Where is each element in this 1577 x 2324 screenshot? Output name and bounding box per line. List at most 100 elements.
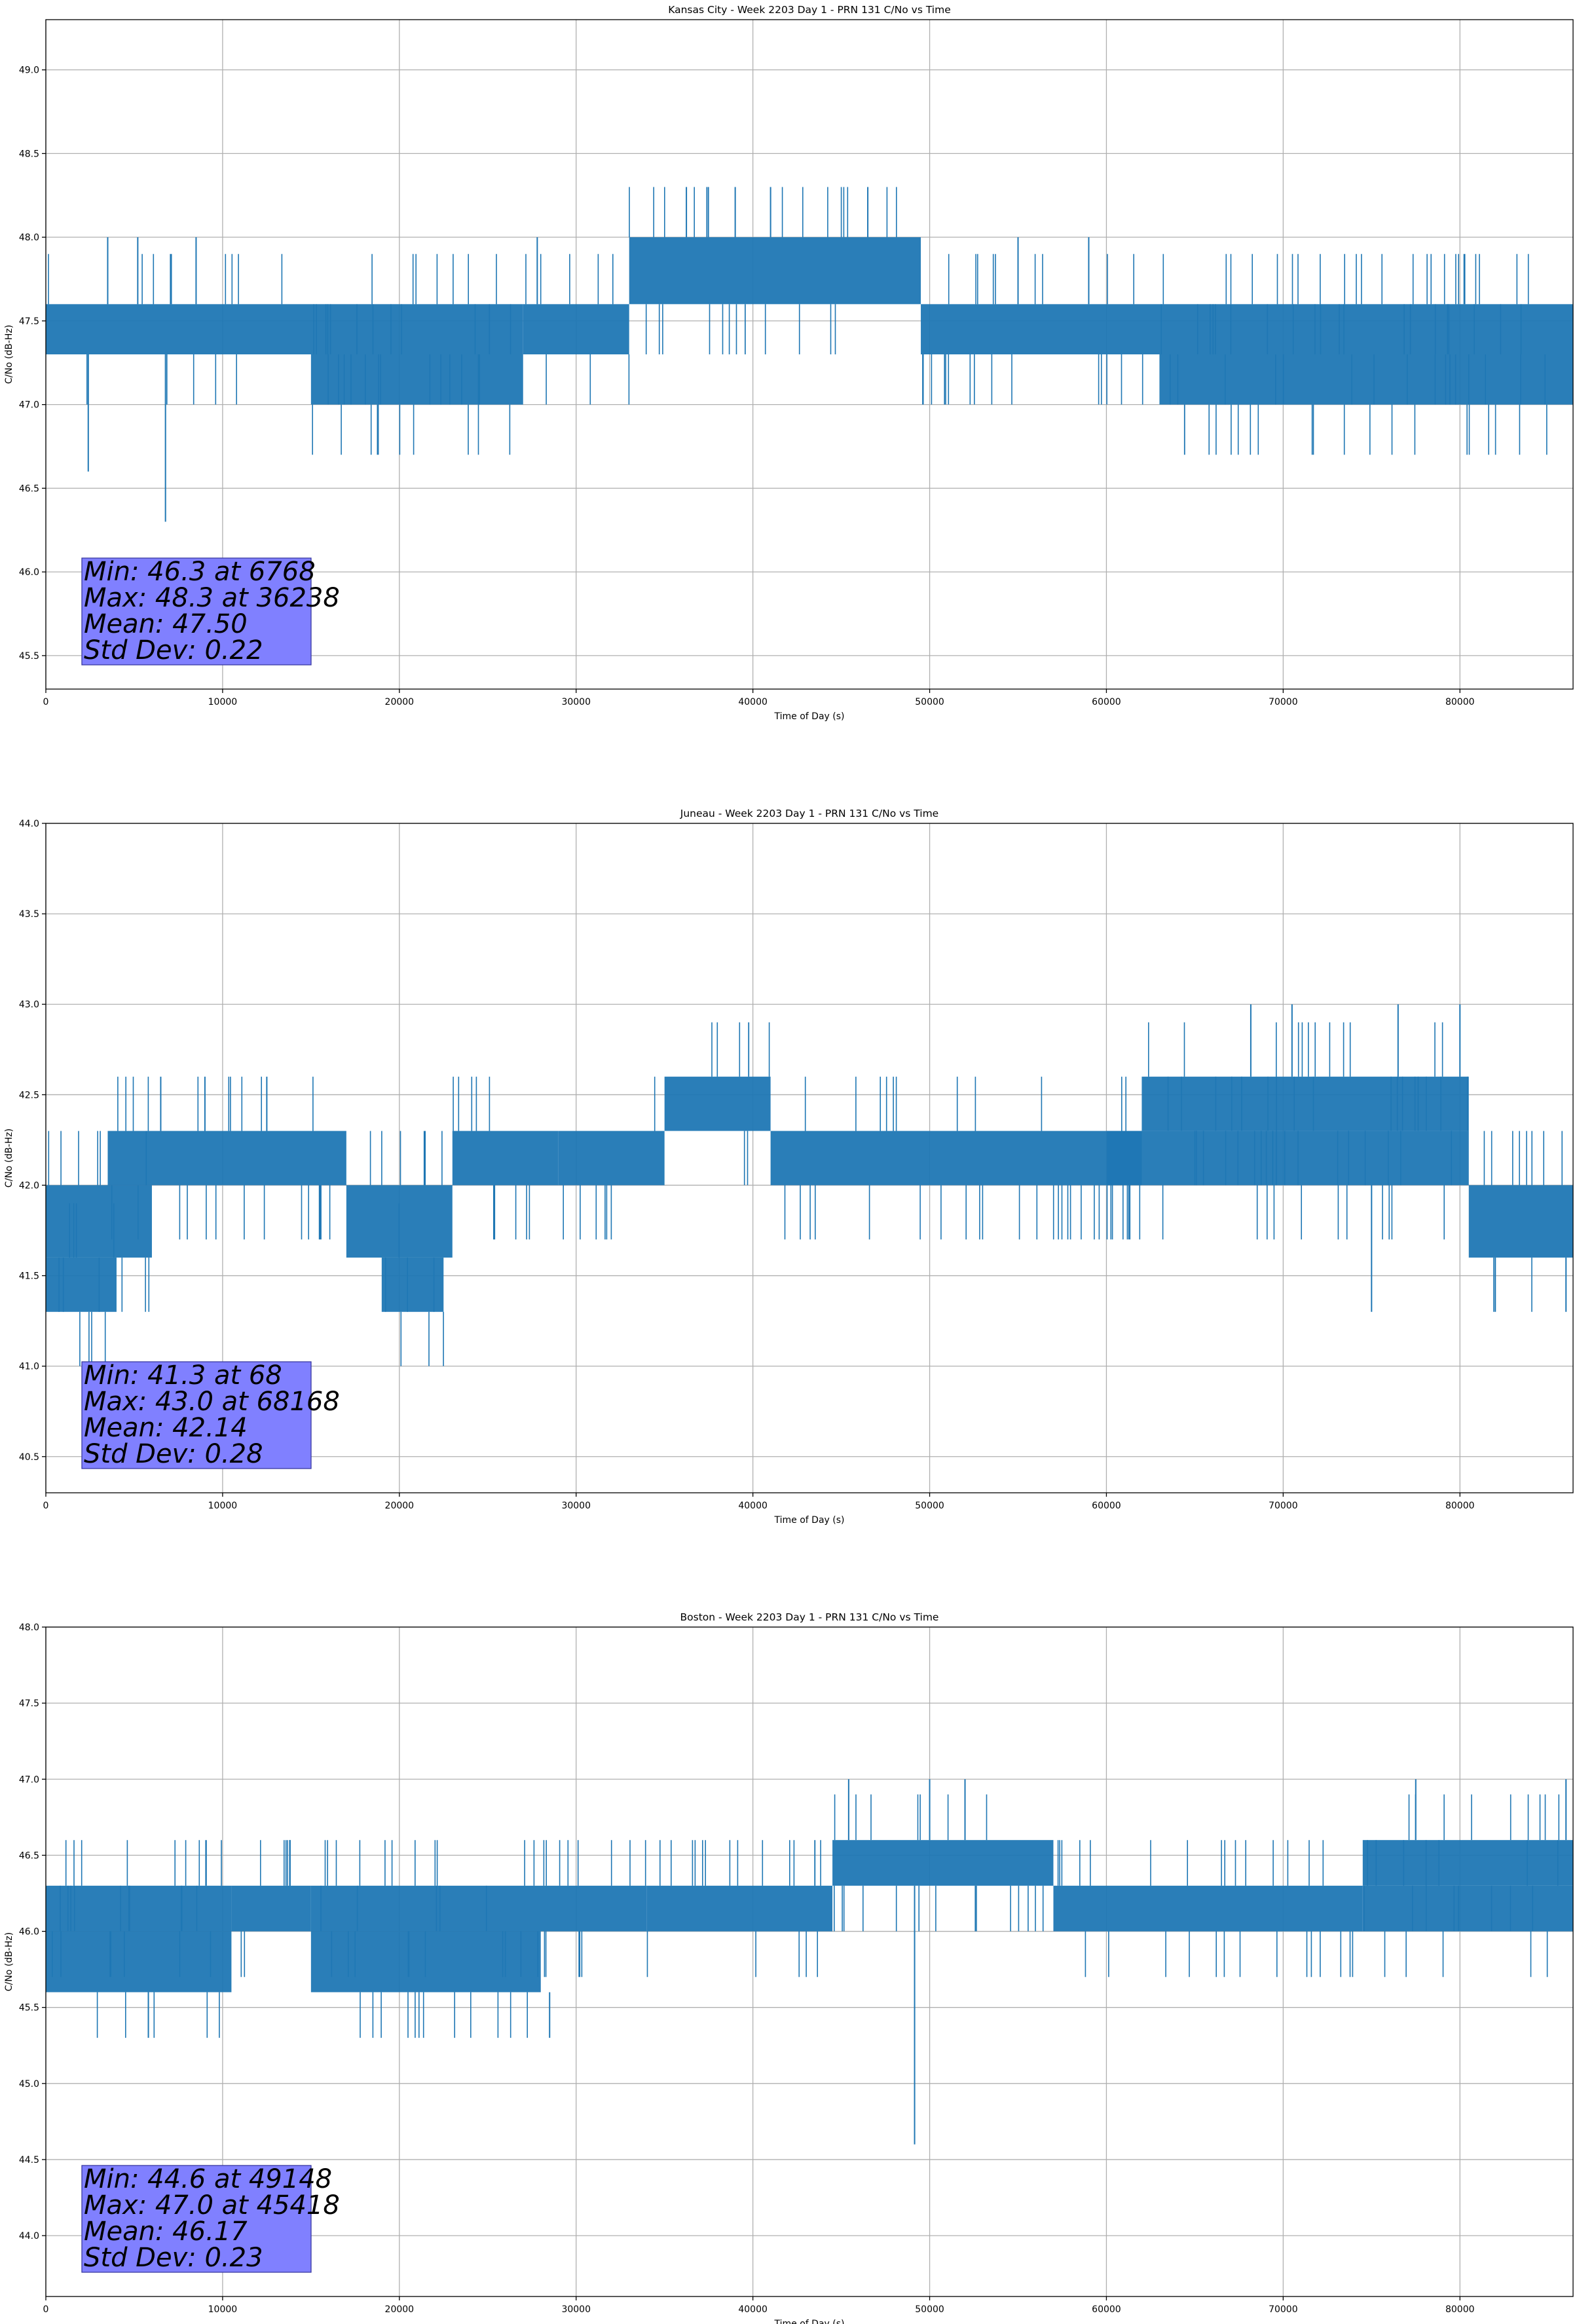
chart-1-segment-noise xyxy=(1483,1131,1563,1312)
chart-2-y-tick-label: 48.0 xyxy=(19,1622,39,1633)
chart-1-segment xyxy=(46,1257,117,1312)
chart-2-x-tick-label: 20000 xyxy=(385,2304,415,2315)
chart-1-x-tick-label: 50000 xyxy=(915,1501,944,1511)
chart-2-axes-frame xyxy=(45,1626,1574,2297)
chart-2-segment xyxy=(832,1840,1054,1886)
chart-1-axes-frame xyxy=(45,823,1574,1493)
chart-2-x-tick-label: 0 xyxy=(43,2304,49,2315)
chart-0-segment xyxy=(523,304,629,354)
chart-0-segment xyxy=(629,237,921,305)
chart-2: 0 10000 20000 30000 40000 50000 60000 70000 8000… xyxy=(4,1611,1574,2324)
chart-1-segment-noise xyxy=(453,1076,530,1240)
chart-2-x-tick-label: 40000 xyxy=(738,2304,768,2315)
chart-0-y-tick-label: 46.5 xyxy=(19,483,39,494)
chart-2-series xyxy=(46,1779,1573,2145)
chart-1-y-tick-label: 42.5 xyxy=(19,1090,39,1100)
chart-1-y-tick-label: 44.0 xyxy=(19,819,39,829)
chart-2-y-tick-label: 45.0 xyxy=(19,2079,39,2090)
chart-1-x-tick-label: 40000 xyxy=(738,1501,768,1511)
chart-1-x-tick-label: 80000 xyxy=(1445,1501,1475,1511)
chart-0-y-tick-label: 47.0 xyxy=(19,400,39,411)
chart-0-axes-frame xyxy=(45,19,1574,690)
chart-1-y-tick-label: 40.5 xyxy=(19,1452,39,1463)
chart-0-y-axis-label: C/No (dB-Hz) xyxy=(4,325,14,384)
chart-0-y-tick-label: 46.0 xyxy=(19,567,39,578)
chart-2-segment xyxy=(310,1885,647,1932)
chart-1-y-tick-label: 41.0 xyxy=(19,1362,39,1372)
chart-2-y-tick-label: 44.0 xyxy=(19,2231,39,2241)
chart-0-segment xyxy=(921,304,1573,354)
chart-2-segment xyxy=(646,1885,833,1932)
chart-1-segment xyxy=(1106,1131,1469,1186)
chart-1-segment-noise xyxy=(1106,1076,1468,1240)
chart-0-stats-std: Std Dev: 0.22 xyxy=(84,635,263,665)
chart-0-x-tick-label: 20000 xyxy=(385,697,415,707)
chart-1-x-tick-label: 30000 xyxy=(561,1501,591,1511)
chart-2-stats-std: Std Dev: 0.23 xyxy=(84,2243,263,2273)
chart-0-x-tick-label: 70000 xyxy=(1269,697,1298,707)
chart-1-segment xyxy=(664,1076,771,1131)
chart-1-stats-max: Max: 43.0 at 68168 xyxy=(84,1387,340,1417)
chart-0-x-tick-label: 80000 xyxy=(1445,697,1475,707)
chart-0-x-tick-label: 40000 xyxy=(738,697,768,707)
chart-0-series xyxy=(46,187,1573,522)
chart-0-x-tick-label: 50000 xyxy=(915,697,944,707)
chart-2-segment xyxy=(1362,1885,1573,1932)
chart-2-segment xyxy=(46,1931,232,1993)
chart-2-segment-noise xyxy=(834,1794,1044,1932)
chart-1-x-tick-label: 10000 xyxy=(208,1501,238,1511)
chart-1-segment xyxy=(107,1131,346,1186)
chart-1-stats-background xyxy=(81,1361,312,1469)
chart-0-x-tick-label: 30000 xyxy=(561,697,591,707)
chart-2-segment-noise xyxy=(646,1840,821,1977)
chart-0-y-tick-label: 48.5 xyxy=(19,149,39,159)
chart-0-x-tick-label: 60000 xyxy=(1092,697,1121,707)
chart-1-x-tick-label: 70000 xyxy=(1269,1501,1298,1511)
chart-0-y-tick-label: 47.5 xyxy=(19,316,39,327)
chart-1-segment xyxy=(46,1185,152,1258)
chart-2-x-tick-label: 60000 xyxy=(1092,2304,1121,2315)
chart-1-series xyxy=(46,1004,1573,1366)
chart-2-stats-background xyxy=(81,2165,312,2273)
chart-1-x-tick-label: 0 xyxy=(43,1501,49,1511)
chart-1-segment-noise xyxy=(784,1076,1100,1240)
chart-0-stats-mean: Mean: 47.50 xyxy=(84,609,248,639)
chart-2-segment-noise xyxy=(1367,1840,1559,1977)
chart-2-x-tick-label: 70000 xyxy=(1269,2304,1298,2315)
chart-0-x-tick-label: 10000 xyxy=(208,697,238,707)
chart-1-segment-noise xyxy=(711,1022,770,1186)
chart-2-y-tick-label: 46.0 xyxy=(19,1927,39,1938)
chart-2-segment-noise xyxy=(324,1840,646,1977)
chart-1-x-axis-label: Time of Day (s) xyxy=(774,1515,845,1526)
chart-2-x-tick-label: 30000 xyxy=(561,2304,591,2315)
chart-2-stats-min: Min: 44.6 at 49148 xyxy=(84,2164,332,2194)
chart-1-stats-min: Min: 41.3 at 68 xyxy=(84,1360,282,1391)
chart-1-segment xyxy=(770,1131,1107,1186)
chart-1-x-tick-label: 20000 xyxy=(385,1501,415,1511)
chart-0-segment-noise xyxy=(312,304,511,455)
chart-1-segment-noise xyxy=(111,1076,331,1240)
chart-2-y-tick-label: 46.5 xyxy=(19,1850,39,1861)
chart-0-segment xyxy=(46,304,523,354)
chart-0-y-tick-label: 45.5 xyxy=(19,651,39,662)
chart-0-segment-noise xyxy=(525,253,630,405)
chart-0: 0 10000 20000 30000 40000 50000 60000 70000 8000… xyxy=(4,4,1574,722)
chart-2-x-tick-label: 80000 xyxy=(1445,2304,1475,2315)
chart-1-segment-noise xyxy=(398,1203,444,1366)
chart-2-y-tick-label: 47.5 xyxy=(19,1698,39,1709)
chart-0-x-axis-label: Time of Day (s) xyxy=(774,711,845,722)
chart-2-segment-noise xyxy=(60,1885,220,2038)
chart-1-title: Juneau - Week 2203 Day 1 - PRN 131 C/No … xyxy=(680,808,938,819)
chart-0-y-tick-label: 49.0 xyxy=(19,66,39,76)
chart-2-stats-max: Max: 47.0 at 45418 xyxy=(84,2190,340,2221)
chart-1-segment xyxy=(1468,1185,1573,1258)
chart-1-segment-noise xyxy=(563,1076,656,1240)
chart-2-segment xyxy=(1053,1885,1363,1932)
chart-0-stats-max: Max: 48.3 at 36238 xyxy=(84,583,340,613)
chart-2-x-tick-label: 50000 xyxy=(915,2304,944,2315)
chart-2-segment-noise xyxy=(1057,1840,1354,1977)
